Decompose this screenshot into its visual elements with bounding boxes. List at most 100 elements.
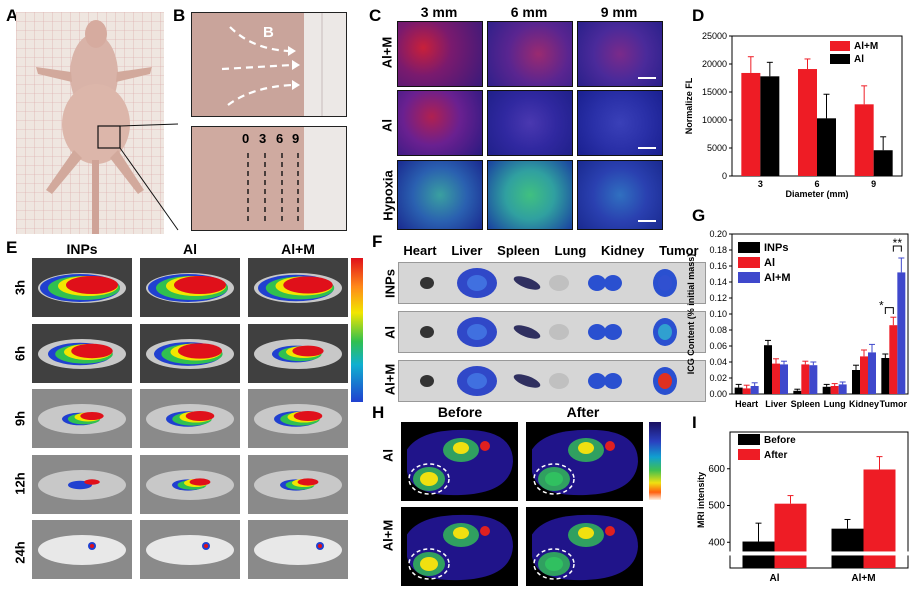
sig-star: ** <box>893 236 903 250</box>
micro-al-3mm <box>397 90 483 156</box>
x-tick-label: Al <box>770 573 780 584</box>
h-row-al: Al <box>380 449 396 462</box>
panel-label-a: A <box>6 6 19 25</box>
fluorescence-image <box>32 389 132 448</box>
sig-bracket <box>884 307 894 314</box>
sig-bracket <box>892 245 902 252</box>
c-col-9mm: 9 mm <box>600 4 638 20</box>
x-tick-label: Kidney <box>849 399 879 409</box>
x-tick-label: Tumor <box>880 399 908 409</box>
f-col-kidney: Kidney <box>601 243 645 258</box>
depth-label-0: 0 <box>242 131 250 146</box>
y-tick-label: 500 <box>708 501 725 512</box>
bar <box>897 272 906 394</box>
legend-label: Al+M <box>854 41 878 52</box>
x-tick-label: Heart <box>735 399 758 409</box>
chart-d: 0 5000 10000 15000 20000 25000 3 6 9 Normalize FL… <box>684 31 903 199</box>
arrow-b-label: B <box>263 24 274 41</box>
bar <box>809 365 818 394</box>
f-col-tumor: Tumor <box>659 243 699 258</box>
mri-image <box>401 507 518 586</box>
e-col-alm: Al+M <box>281 241 315 257</box>
y-tick-label: 0 <box>722 171 727 181</box>
legend-label: After <box>764 450 787 461</box>
tumor-photo-arrows <box>191 12 347 117</box>
h-row-alm: Al+M <box>380 519 396 552</box>
f-col-spleen: Spleen <box>497 243 540 258</box>
fluorescence-image <box>140 454 240 514</box>
bar <box>780 364 788 394</box>
y-axis-label: MRI intensity <box>696 472 706 528</box>
micro-hypoxia-6mm <box>487 160 573 230</box>
x-tick-label: 9 <box>871 179 876 189</box>
y-tick-label: 0.20 <box>709 229 727 239</box>
micro-hypoxia-9mm <box>577 160 663 230</box>
bar <box>772 363 780 394</box>
f-organ-headers: Heart Liver Spleen Lung Kidney Tumor <box>396 243 706 261</box>
bar <box>742 388 751 394</box>
legend-swatch <box>738 449 760 460</box>
legend-swatch <box>738 257 760 268</box>
f-row-al: Al <box>382 326 398 339</box>
h-col-before: Before <box>437 404 483 420</box>
e-col-al: Al <box>183 241 197 257</box>
panel-label-h: H <box>372 403 385 422</box>
fluorescence-image <box>140 389 240 448</box>
fluorescence-image <box>140 520 240 579</box>
legend-swatch <box>738 272 760 283</box>
micro-al-6mm <box>487 90 573 156</box>
e-row-12h: 12h <box>12 472 28 495</box>
bar <box>764 345 772 394</box>
bar <box>750 386 759 394</box>
e-col-inps: INPs <box>66 241 98 257</box>
fluorescence-image-grid <box>32 258 352 588</box>
scale-bar <box>638 220 656 222</box>
depth-label-9: 9 <box>292 131 300 146</box>
x-tick-label: Liver <box>765 399 787 409</box>
bar <box>860 356 868 394</box>
tumor-photo-depths <box>191 126 347 231</box>
bar <box>881 358 890 394</box>
y-tick-label: 0.00 <box>709 389 727 399</box>
y-axis-label: Normalize FL <box>684 77 694 134</box>
y-tick-label: 10000 <box>702 115 727 125</box>
x-tick-label: Lung <box>824 399 846 409</box>
bar <box>734 387 743 394</box>
e-row-9h: 9h <box>12 410 28 427</box>
bar <box>873 150 893 176</box>
x-tick-label: 6 <box>814 179 819 189</box>
micro-alm-6mm <box>487 21 573 87</box>
x-tick-label: Spleen <box>791 399 821 409</box>
bar <box>854 104 874 176</box>
fluorescence-image <box>248 454 348 514</box>
bar <box>830 386 839 394</box>
bar <box>798 69 817 176</box>
axis-break <box>728 551 910 556</box>
fluorescence-image <box>248 520 348 579</box>
bar <box>889 325 898 394</box>
bar <box>760 76 780 176</box>
bar <box>801 364 810 394</box>
mri-image <box>526 507 643 586</box>
organ-image-row <box>398 360 706 402</box>
y-axis-label: ICG Content (% initial mass) <box>686 254 696 375</box>
y-tick-label: 0.18 <box>709 245 727 255</box>
scale-bar <box>638 147 656 149</box>
bar <box>831 528 864 568</box>
legend-label: Al <box>764 257 775 269</box>
mri-image-grid <box>401 422 643 586</box>
c-row-al: Al <box>379 119 395 132</box>
fluorescence-image <box>32 323 132 383</box>
mouse-photo-whole <box>16 12 164 234</box>
chart-i: 400 500 600 Al Al+M MRI intensity Before After <box>696 431 910 584</box>
y-tick-label: 25000 <box>702 31 727 41</box>
micro-hypoxia-3mm <box>397 160 483 230</box>
y-tick-label: 15000 <box>702 87 727 97</box>
panel-label-f: F <box>372 232 383 251</box>
legend-label: Before <box>764 435 796 446</box>
c-col-6mm: 6 mm <box>510 4 548 20</box>
legend-swatch <box>830 54 850 64</box>
c-row-alm: Al+M <box>379 36 395 69</box>
y-tick-label: 0.16 <box>709 261 727 271</box>
color-scale-bar <box>351 258 363 402</box>
